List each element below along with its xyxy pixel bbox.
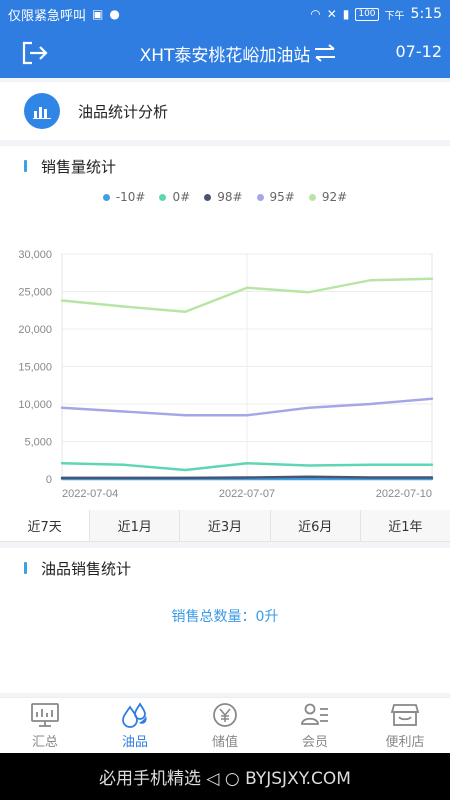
y-tick-label: 5,000 (24, 437, 52, 449)
sales-line-chart[interactable]: 30,000 25,000 20,000 15,000 10,000 5,000 0 2022… (0, 210, 450, 510)
nav-oil[interactable]: 油品 (90, 698, 180, 753)
series-line (60, 475, 434, 480)
nav-store[interactable]: 便利店 (360, 698, 450, 753)
y-tick-label: 25,000 (18, 287, 52, 299)
y-tick-label: 30,000 (18, 249, 52, 261)
status-time: 5:15 (410, 6, 442, 22)
legend-dot (102, 193, 110, 201)
sales-volume-section: 销售量统计 -10# 0# 98# 95# 92# 30,000 25,000 20… (0, 146, 450, 510)
legend-item[interactable]: -10# (102, 190, 145, 204)
tab-7-days[interactable]: 近7天 (0, 510, 90, 541)
legend-dot (159, 193, 167, 201)
y-tick-label: 0 (46, 474, 52, 486)
app-icon: ● (109, 7, 120, 21)
image-icon: ▣ (92, 7, 104, 21)
x-tick-label: 2022-07-10 (376, 488, 432, 500)
series-line (60, 397, 434, 417)
battery-icon: 100 (355, 7, 379, 21)
nav-stored-value[interactable]: 储值 (180, 698, 270, 753)
switch-station-icon[interactable] (312, 42, 338, 64)
y-tick-label: 10,000 (18, 399, 52, 411)
status-period: 下午 (384, 10, 405, 22)
series-line (60, 277, 434, 313)
status-bar: 仅限紧急呼叫 ▣ ● ◠ ✕ ▮ 100 下午 5:15 (0, 0, 450, 28)
legend-item[interactable]: 0# (159, 190, 190, 204)
nav-member[interactable]: 会员 (270, 698, 360, 753)
watermark-text: 必用手机精选 ◁ ○ BYJSJXY.COM (99, 769, 351, 789)
legend-item[interactable]: 95# (256, 190, 295, 204)
page-title: XHT泰安桃花峪加油站 (139, 46, 311, 66)
signal-icon: ▮ (342, 7, 350, 21)
nav-label: 储值 (211, 735, 238, 750)
member-card-icon (301, 703, 328, 725)
nav-label: 便利店 (385, 735, 425, 750)
bottom-nav: 汇总 油品 储值 会员 便利店 (0, 697, 450, 753)
total-quantity: 销售总数量：0升 (171, 609, 279, 625)
legend-dot (308, 193, 316, 201)
store-icon (390, 704, 420, 726)
legend-dot (256, 193, 264, 201)
x-tick-label: 2022-07-07 (219, 488, 275, 500)
yen-coin-icon (213, 703, 237, 727)
tab-1-year[interactable]: 近1年 (359, 510, 450, 541)
product-sales-section: 油品销售统计 销售总数量：0升 (0, 548, 450, 693)
wifi-icon: ◠ (310, 7, 321, 21)
y-tick-label: 20,000 (18, 324, 52, 336)
card-label: 油品统计分析 (78, 102, 169, 121)
nav-summary[interactable]: 汇总 (0, 698, 90, 753)
nav-label: 汇总 (31, 735, 58, 750)
bar-chart-icon (24, 93, 60, 129)
nav-label: 油品 (121, 735, 148, 750)
section-title: 销售量统计 (41, 157, 117, 176)
tab-1-month[interactable]: 近1月 (89, 510, 180, 541)
section-title: 油品销售统计 (41, 559, 132, 578)
tab-3-months[interactable]: 近3月 (179, 510, 270, 541)
analysis-card-header: 油品统计分析 (0, 82, 450, 140)
x-tick-label: 2022-07-04 (62, 488, 118, 500)
exit-icon[interactable] (20, 40, 50, 66)
legend-item[interactable]: 98# (204, 190, 243, 204)
no-signal-icon: ✕ (326, 7, 337, 21)
chart-legend: -10# 0# 98# 95# 92# (0, 186, 450, 208)
range-tabs: 近7天 近1月 近3月 近6月 近1年 (0, 510, 450, 542)
nav-label: 会员 (301, 735, 328, 750)
section-marker (24, 562, 27, 574)
monitor-icon (31, 703, 59, 727)
drops-icon (122, 702, 147, 728)
header-date[interactable]: 07-12 (395, 42, 443, 61)
system-nav-bar: 必用手机精选 ◁ ○ BYJSJXY.COM (0, 753, 450, 800)
status-text: 仅限紧急呼叫 (8, 8, 87, 24)
legend-dot (204, 193, 212, 201)
series-line (60, 462, 434, 472)
legend-item[interactable]: 92# (308, 190, 347, 204)
section-marker (24, 160, 27, 172)
y-tick-label: 15,000 (18, 362, 52, 374)
tab-6-months[interactable]: 近6月 (269, 510, 360, 541)
app-header: XHT泰安桃花峪加油站 07-12 (0, 28, 450, 78)
